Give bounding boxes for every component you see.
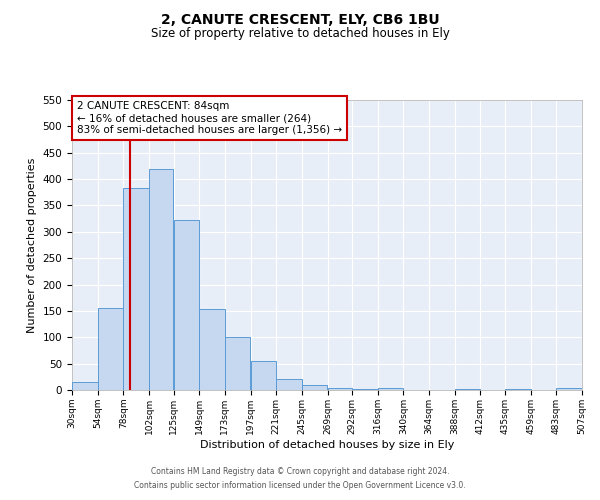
Bar bbox=[174, 220, 199, 390]
Text: Contains HM Land Registry data © Crown copyright and database right 2024.: Contains HM Land Registry data © Crown c… bbox=[151, 467, 449, 476]
Bar bbox=[378, 388, 403, 390]
Bar bbox=[199, 310, 225, 390]
Y-axis label: Number of detached properties: Number of detached properties bbox=[27, 158, 37, 332]
Bar bbox=[225, 338, 250, 390]
Bar bbox=[302, 384, 328, 390]
Bar bbox=[556, 388, 582, 390]
Text: Size of property relative to detached houses in Ely: Size of property relative to detached ho… bbox=[151, 28, 449, 40]
Bar bbox=[251, 361, 276, 390]
Bar bbox=[72, 382, 98, 390]
Bar bbox=[277, 380, 302, 390]
Bar bbox=[98, 308, 123, 390]
Text: Contains public sector information licensed under the Open Government Licence v3: Contains public sector information licen… bbox=[134, 481, 466, 490]
Bar bbox=[149, 168, 173, 390]
Bar bbox=[124, 188, 149, 390]
Text: 2, CANUTE CRESCENT, ELY, CB6 1BU: 2, CANUTE CRESCENT, ELY, CB6 1BU bbox=[161, 12, 439, 26]
Text: 2 CANUTE CRESCENT: 84sqm
← 16% of detached houses are smaller (264)
83% of semi-: 2 CANUTE CRESCENT: 84sqm ← 16% of detach… bbox=[77, 102, 342, 134]
Bar bbox=[328, 388, 352, 390]
X-axis label: Distribution of detached houses by size in Ely: Distribution of detached houses by size … bbox=[200, 440, 454, 450]
